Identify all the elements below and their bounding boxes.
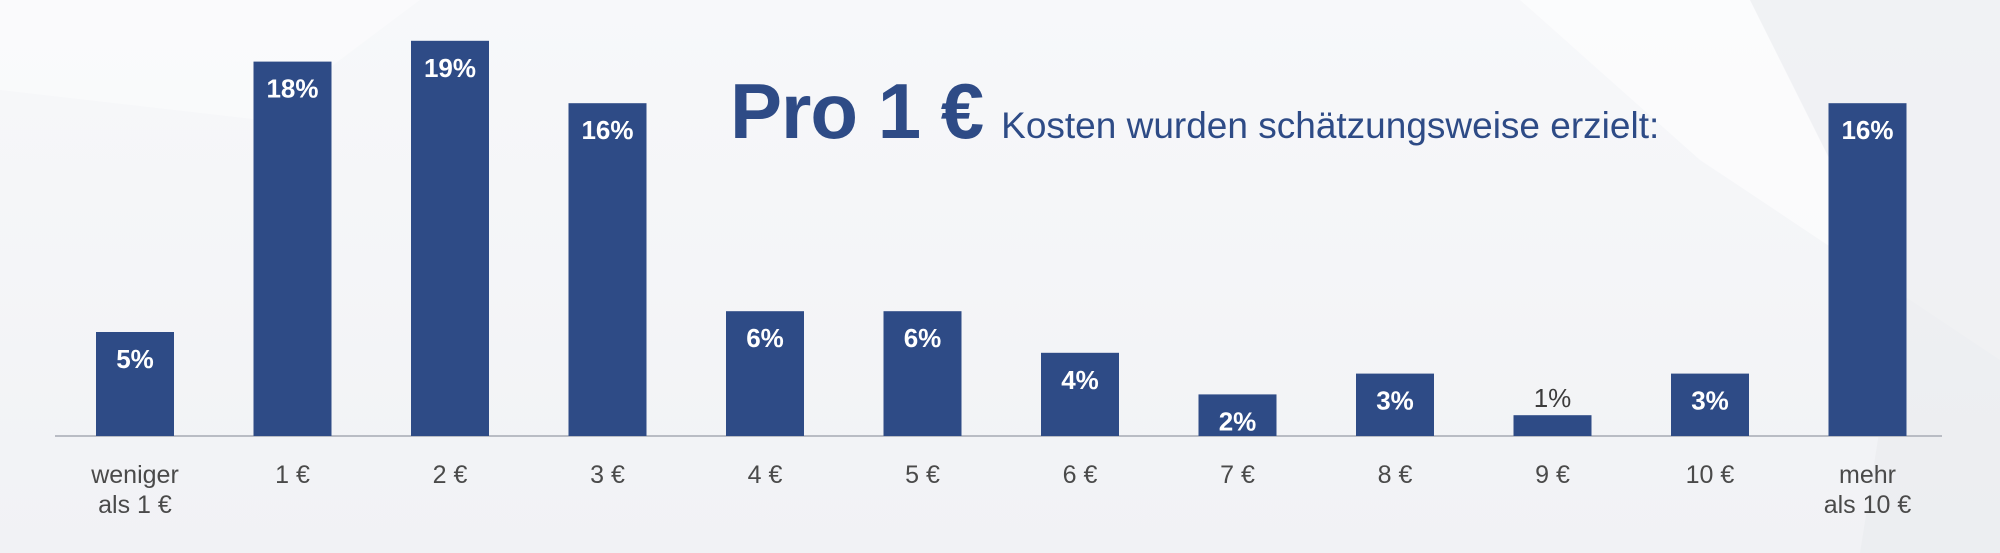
bar-value-label-7: 2% (1219, 406, 1257, 436)
bar-11 (1828, 103, 1907, 436)
x-tick-label-2: 2 € (433, 461, 468, 489)
bar-8 (1356, 373, 1434, 436)
bar-value-label-11: 16% (1841, 115, 1893, 145)
x-tick-label-1: 1 € (275, 461, 310, 489)
x-tick-label-3: 3 € (590, 461, 625, 489)
bar-2 (411, 40, 489, 437)
bar-7 (1198, 394, 1277, 436)
x-tick-label-11: mehr als 10 € (1824, 461, 1912, 519)
x-tick-label-6: 6 € (1063, 461, 1098, 489)
bar-value-label-9: 1% (1534, 383, 1572, 413)
bar-value-label-10: 3% (1691, 386, 1729, 416)
bar-4 (726, 311, 804, 436)
bar-value-label-0: 5% (116, 344, 154, 374)
x-tick-label-10: 10 € (1686, 461, 1735, 489)
bar-value-label-2: 19% (424, 53, 476, 83)
bar-value-label-8: 3% (1376, 386, 1414, 416)
bar-6 (1041, 352, 1119, 436)
chart-title-sub: Kosten wurden schätzungsweise erzielt: (1001, 105, 1660, 146)
bar-value-label-3: 16% (581, 115, 633, 145)
bar-value-label-5: 6% (904, 323, 942, 353)
x-tick-label-7: 7 € (1220, 461, 1255, 489)
bar-1 (253, 61, 332, 436)
bar-9 (1513, 415, 1592, 436)
chart-title-main: Pro 1 € (730, 67, 984, 155)
bar-value-label-4: 6% (746, 323, 784, 353)
bar-value-label-6: 4% (1061, 365, 1099, 395)
bar-3 (568, 103, 647, 436)
x-tick-label-9: 9 € (1535, 461, 1570, 489)
chart-title: Pro 1 € Kosten wurden schätzungsweise erz… (730, 66, 1659, 157)
bar-10 (1671, 373, 1749, 436)
bar-5 (883, 311, 962, 436)
x-tick-label-8: 8 € (1378, 461, 1413, 489)
bar-0 (96, 332, 174, 436)
x-tick-label-4: 4 € (748, 461, 783, 489)
bar-value-label-1: 18% (266, 74, 318, 104)
x-tick-label-5: 5 € (905, 461, 940, 489)
x-tick-label-0: weniger als 1 € (90, 461, 179, 519)
